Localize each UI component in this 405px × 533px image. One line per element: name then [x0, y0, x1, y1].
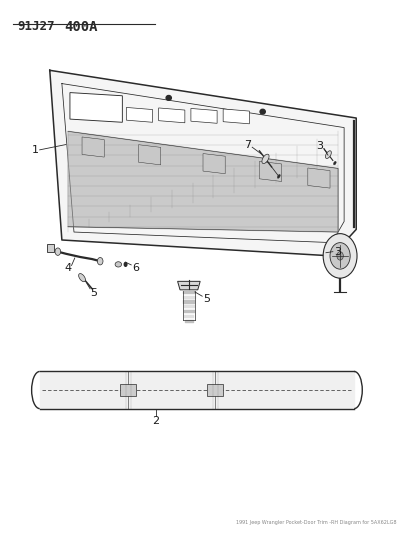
Circle shape — [123, 262, 127, 267]
Bar — [47, 244, 54, 252]
Polygon shape — [50, 70, 355, 256]
Text: 7: 7 — [243, 140, 250, 150]
Bar — [120, 384, 136, 397]
Ellipse shape — [333, 161, 335, 165]
Polygon shape — [158, 108, 184, 123]
Text: 5: 5 — [90, 288, 96, 298]
Circle shape — [329, 243, 350, 269]
Ellipse shape — [260, 109, 264, 114]
Ellipse shape — [261, 154, 269, 164]
Polygon shape — [40, 372, 353, 409]
Text: 1: 1 — [32, 145, 39, 155]
Text: 400A: 400A — [64, 20, 97, 34]
Circle shape — [97, 257, 103, 265]
Polygon shape — [307, 168, 329, 188]
Ellipse shape — [325, 151, 330, 158]
Polygon shape — [190, 108, 217, 123]
Polygon shape — [82, 137, 104, 157]
Ellipse shape — [115, 262, 121, 267]
Polygon shape — [68, 131, 337, 232]
Bar — [207, 384, 223, 397]
Circle shape — [322, 233, 356, 278]
Polygon shape — [177, 281, 200, 290]
Text: 4: 4 — [64, 263, 71, 272]
Ellipse shape — [79, 273, 85, 282]
Polygon shape — [223, 109, 249, 124]
Polygon shape — [138, 144, 160, 165]
Text: 6: 6 — [132, 263, 139, 272]
Text: 3: 3 — [334, 247, 341, 257]
Text: 91J27: 91J27 — [17, 20, 55, 33]
Circle shape — [336, 252, 343, 260]
Text: 5: 5 — [203, 294, 210, 304]
Ellipse shape — [166, 95, 171, 100]
Polygon shape — [202, 154, 225, 174]
Polygon shape — [259, 161, 281, 181]
Circle shape — [55, 248, 60, 255]
Ellipse shape — [277, 174, 279, 179]
Text: 3: 3 — [315, 141, 323, 151]
Text: 2: 2 — [152, 416, 159, 426]
Polygon shape — [126, 108, 152, 122]
Polygon shape — [70, 93, 122, 122]
Text: 1991 Jeep Wrangler Pocket-Door Trim -RH Diagram for 5AX62LG8: 1991 Jeep Wrangler Pocket-Door Trim -RH … — [235, 520, 396, 525]
